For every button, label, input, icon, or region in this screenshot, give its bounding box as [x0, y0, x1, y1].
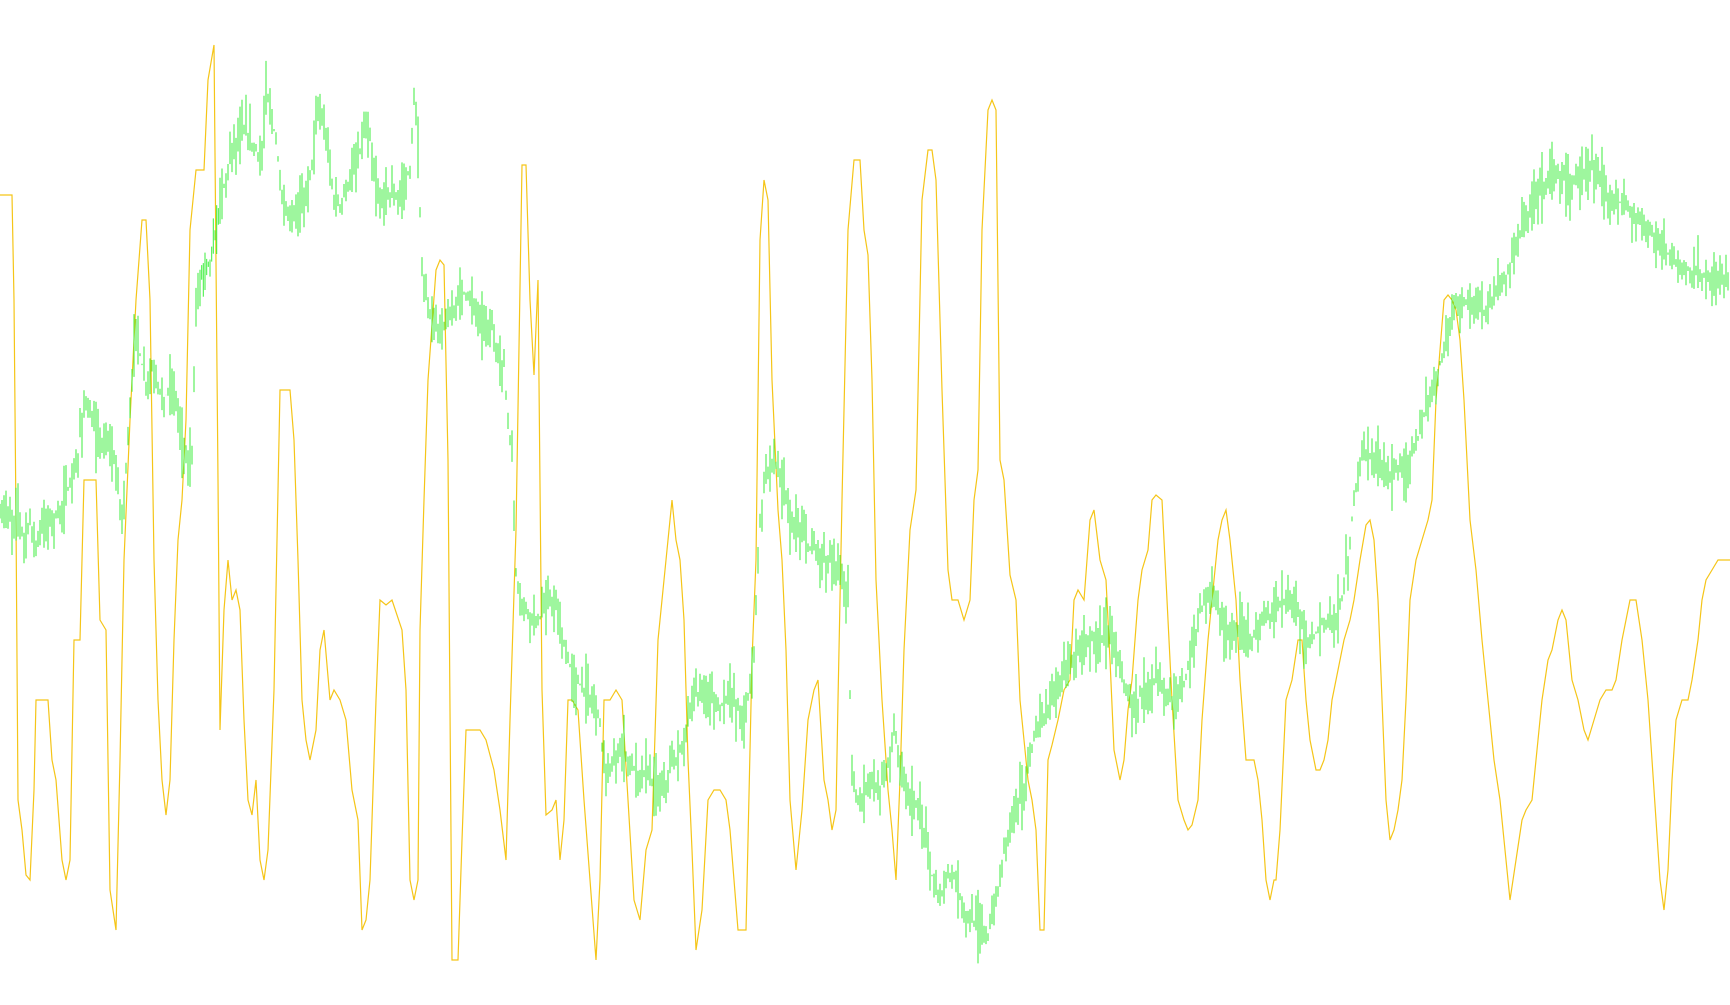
series-bars-price	[0, 60, 1729, 964]
series-line-oscillator	[0, 44, 1730, 961]
series-layer	[0, 44, 1730, 964]
